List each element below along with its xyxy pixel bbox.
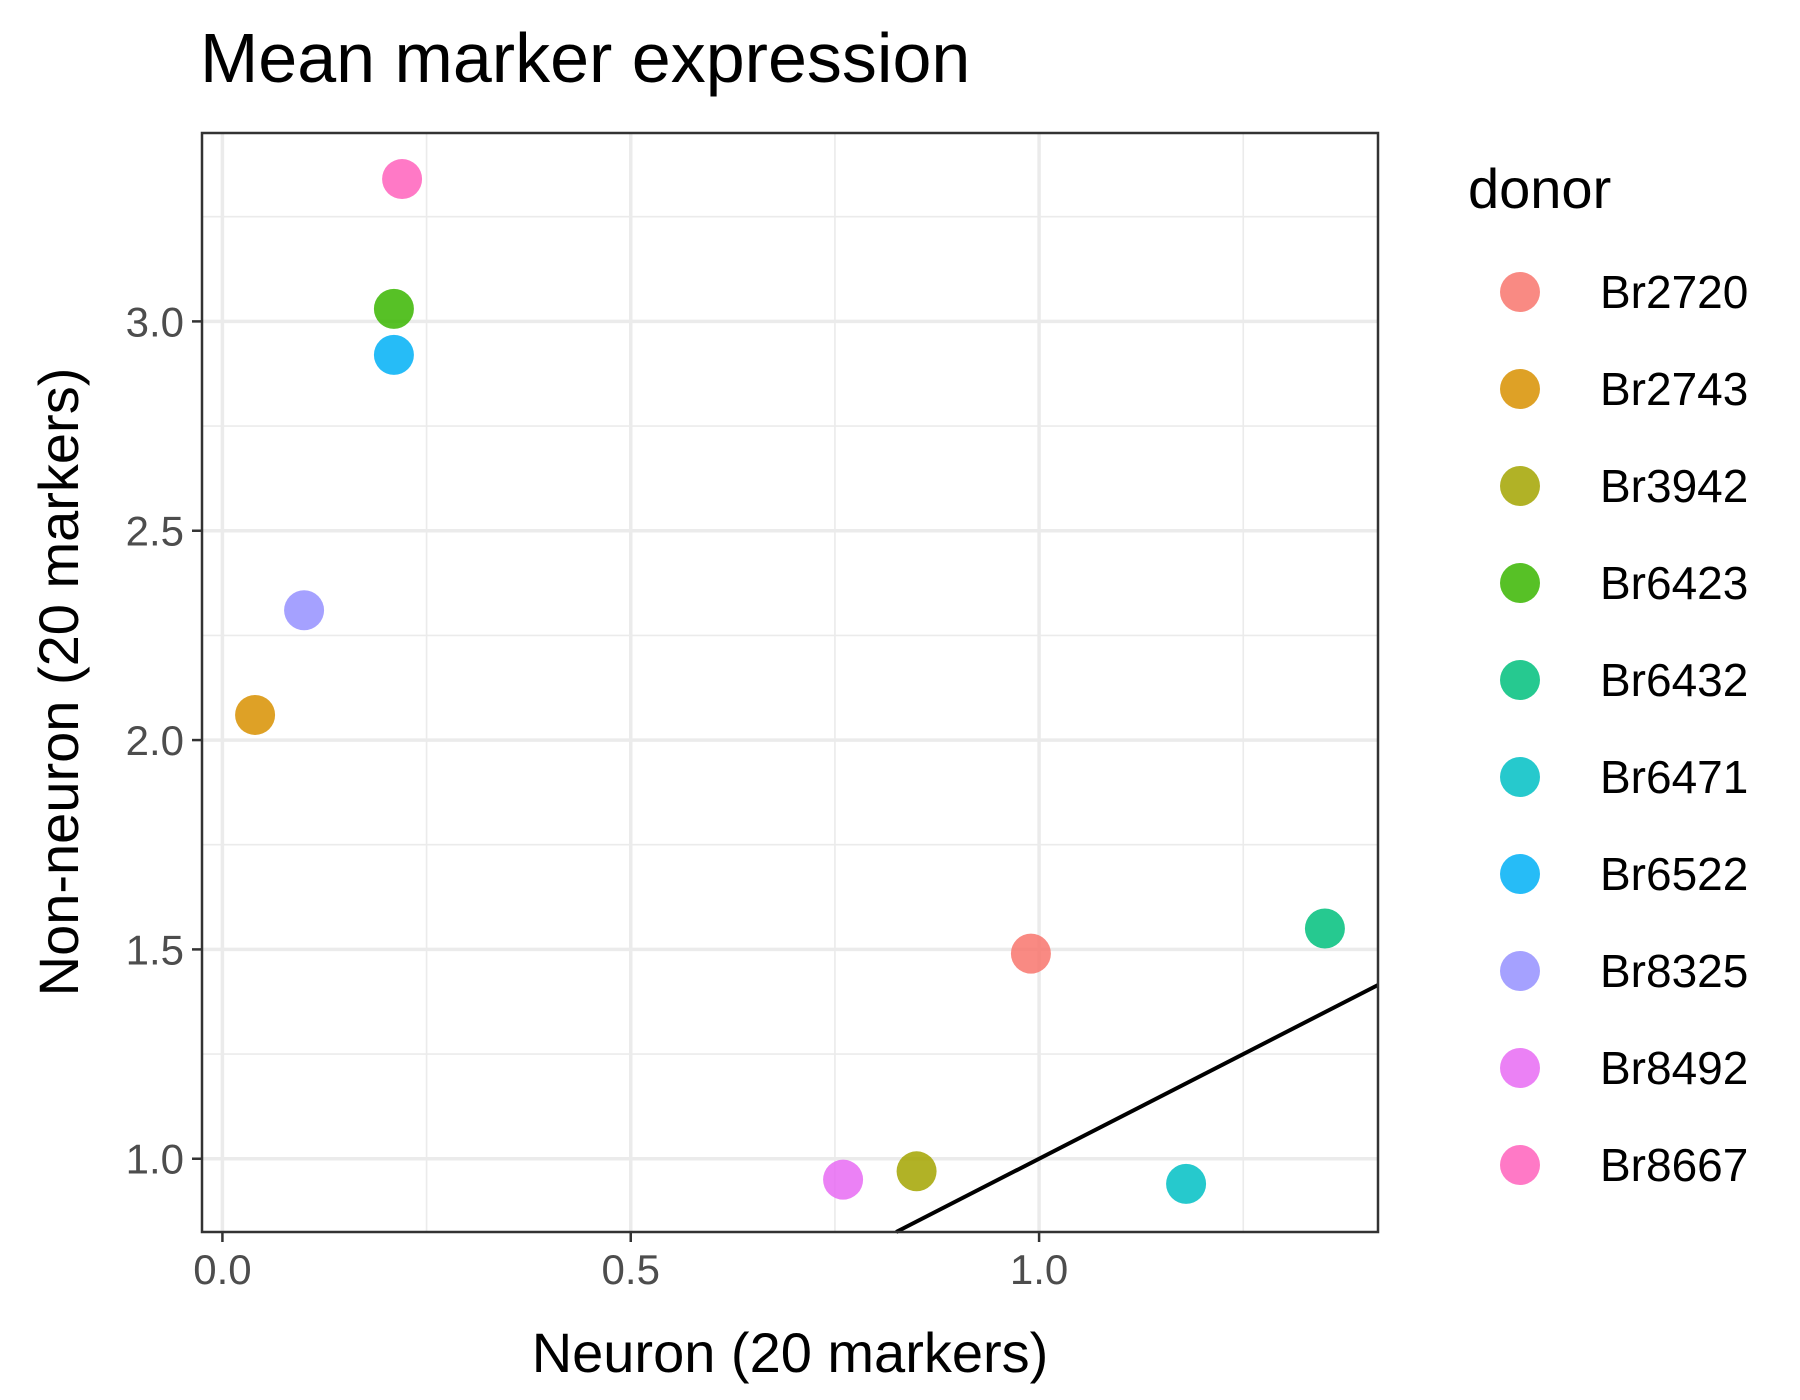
legend-label: Br2743: [1600, 363, 1748, 415]
legend-item-br6471: Br6471: [1500, 751, 1748, 803]
point-br6423: [373, 288, 414, 329]
legend-item-br8492: Br8492: [1500, 1042, 1748, 1094]
point-br6471: [1166, 1163, 1207, 1204]
legend-key: [1500, 854, 1540, 894]
legend-item-br6423: Br6423: [1500, 557, 1748, 609]
point-br8492: [823, 1159, 864, 1200]
axes: 0.0 0.5 1.0 1.0 1.5 2.0 2.5 3.0: [126, 298, 1069, 1293]
legend-key: [1500, 951, 1540, 991]
panel-border: [200, 131, 1380, 1234]
grid: [202, 133, 1378, 1232]
legend-key: [1500, 1145, 1540, 1185]
x-tick-label: 1.0: [1010, 1246, 1068, 1293]
x-tick-label: 0.5: [602, 1246, 660, 1293]
y-tick-label: 1.0: [126, 1136, 184, 1183]
point-br8325: [284, 590, 325, 631]
legend-key: [1500, 757, 1540, 797]
legend-label: Br8492: [1600, 1042, 1748, 1094]
point-br8667: [382, 159, 423, 200]
legend-key: [1500, 369, 1540, 409]
legend-item-br2743: Br2743: [1500, 363, 1748, 415]
legend-item-br2720: Br2720: [1500, 266, 1748, 318]
legend-label: Br3942: [1600, 460, 1748, 512]
legend-label: Br8667: [1600, 1139, 1748, 1191]
data-points: [235, 159, 1345, 1204]
chart-title: Mean marker expression: [200, 19, 970, 97]
point-br2743: [235, 694, 276, 735]
legend-key: [1500, 466, 1540, 506]
y-tick-label: 2.0: [126, 717, 184, 764]
legend: donor Br2720 Br2743 Br3942 Br6423 Br6432 Br64…: [1468, 157, 1748, 1191]
y-tick-label: 3.0: [126, 298, 184, 345]
identity-line: [895, 983, 1379, 1234]
y-tick-label: 2.5: [126, 508, 184, 555]
point-br6432: [1304, 908, 1345, 949]
reference-line-layer: [895, 983, 1379, 1234]
point-br6522: [373, 334, 414, 375]
legend-label: Br6522: [1600, 848, 1748, 900]
legend-item-br8325: Br8325: [1500, 945, 1748, 997]
x-axis-title: Neuron (20 markers): [532, 1321, 1049, 1384]
y-axis-title: Non-neuron (20 markers): [27, 368, 90, 997]
x-tick-label: 0.0: [193, 1246, 251, 1293]
y-tick-label: 1.5: [126, 926, 184, 973]
legend-key: [1500, 660, 1540, 700]
legend-label: Br2720: [1600, 266, 1748, 318]
point-br2720: [1010, 933, 1051, 974]
legend-label: Br6432: [1600, 654, 1748, 706]
legend-label: Br8325: [1600, 945, 1748, 997]
legend-key: [1500, 272, 1540, 312]
legend-title: donor: [1468, 157, 1611, 220]
legend-label: Br6423: [1600, 557, 1748, 609]
legend-item-br6432: Br6432: [1500, 654, 1748, 706]
legend-key: [1500, 1048, 1540, 1088]
legend-item-br6522: Br6522: [1500, 848, 1748, 900]
point-br3942: [896, 1151, 937, 1192]
legend-item-br8667: Br8667: [1500, 1139, 1748, 1191]
legend-label: Br6471: [1600, 751, 1748, 803]
legend-key: [1500, 563, 1540, 603]
legend-item-br3942: Br3942: [1500, 460, 1748, 512]
